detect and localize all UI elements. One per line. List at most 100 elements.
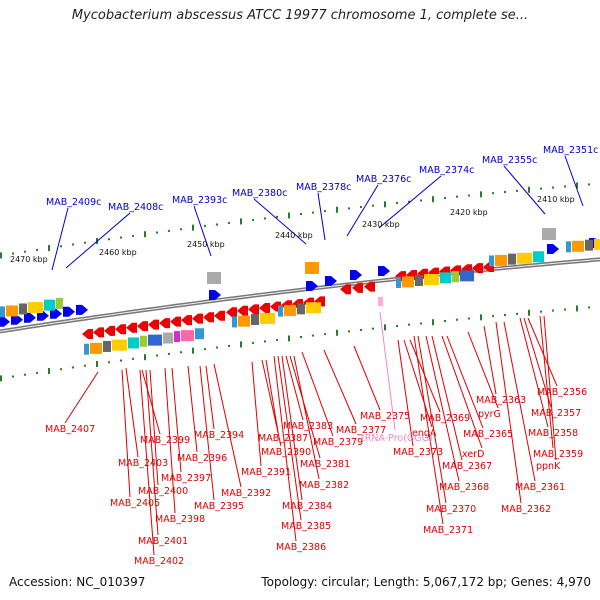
lower-label-connector	[523, 317, 552, 408]
backbone-line-inner	[0, 258, 600, 332]
cog-block	[517, 252, 532, 264]
lower-ruler-dot	[408, 323, 410, 326]
upper-ruler-dot	[216, 223, 218, 226]
upper-ruler-dot	[336, 206, 338, 213]
lower-ruler-dot	[264, 340, 266, 343]
upper-ruler-dot	[72, 243, 74, 246]
lower-gene-label: MAB_2400	[138, 486, 188, 497]
lower-ruler-dot	[60, 368, 62, 371]
lower-label-connector	[441, 335, 483, 449]
lower-label-connector	[205, 365, 215, 430]
upper-label-connector	[346, 184, 379, 237]
upper-ruler-dot	[0, 252, 2, 259]
upper-gene-label: MAB_2355c	[482, 155, 537, 166]
lower-ruler-dot	[204, 348, 206, 351]
lower-label-connector	[293, 355, 320, 480]
upper-label-connector	[51, 207, 69, 271]
lower-label-connector	[403, 339, 433, 428]
lower-gene-label: MAB_2385	[281, 521, 331, 532]
upper-ruler-dot	[324, 210, 326, 213]
cog-block	[195, 328, 204, 340]
lower-gene-label: MAB_2369	[420, 413, 470, 424]
lower-label-connector	[289, 355, 321, 459]
ruler-label: 2440 kbp	[275, 231, 313, 240]
lower-label-connector	[323, 349, 357, 425]
reverse-cds	[93, 327, 104, 338]
lower-label-connector	[431, 335, 463, 461]
upper-gene-label: MAB_2408c	[108, 202, 163, 213]
cog-block	[90, 342, 102, 354]
ruler-label: 2410 kbp	[537, 195, 575, 204]
summary-text: Topology: circular; Length: 5,067,172 bp…	[261, 575, 591, 589]
lower-gene-label: xerD	[462, 449, 484, 460]
reverse-cds	[406, 269, 417, 280]
cog-block	[163, 332, 173, 344]
reverse-cds	[226, 307, 237, 318]
upper-ruler-dot	[204, 225, 206, 228]
upper-ruler-dot	[456, 195, 458, 198]
lower-label-connector	[171, 367, 182, 473]
cog-block	[542, 228, 556, 240]
reverse-cds	[181, 315, 192, 326]
lower-gene-label: MAB_2371	[423, 525, 473, 536]
lower-ruler-dot	[444, 319, 446, 322]
cog-block	[103, 340, 111, 352]
upper-ruler-dot	[576, 182, 578, 189]
upper-ruler-dot	[192, 224, 194, 231]
upper-ruler-dot	[252, 218, 254, 221]
reverse-cds	[237, 305, 248, 316]
trna-gene-label: tRNA-Pro(GGG)	[361, 433, 433, 444]
lower-ruler-dot	[156, 354, 158, 357]
cog-block	[181, 330, 194, 342]
ruler-label: 2430 kbp	[362, 220, 400, 229]
lower-ruler-dot	[312, 334, 314, 337]
lower-label-connector	[413, 335, 444, 525]
lower-gene-label: MAB_2398	[155, 514, 205, 525]
reverse-cds	[159, 318, 170, 329]
lower-ruler-dot	[552, 309, 554, 312]
cog-block	[140, 335, 147, 347]
lower-label-connector	[251, 361, 262, 467]
upper-ruler-dot	[444, 196, 446, 199]
chromosome-backbone	[0, 257, 600, 334]
lower-label-connector	[164, 367, 176, 514]
cog-block	[251, 314, 259, 326]
lower-gene-label: engA	[412, 428, 437, 439]
lower-ruler-dot	[480, 314, 482, 321]
lower-gene-label: MAB_2395	[194, 501, 244, 512]
lower-gene-label: MAB_2405	[110, 498, 160, 509]
lower-ruler-dot	[300, 336, 302, 338]
lower-label-connector	[425, 335, 460, 482]
upper-gene-label: MAB_2393c	[172, 195, 227, 206]
reverse-cds	[126, 322, 137, 333]
reverse-cds	[340, 284, 351, 295]
cog-block	[415, 274, 423, 286]
lower-ruler-dot	[0, 375, 2, 382]
lower-label-connector	[503, 321, 536, 482]
cog-block	[452, 271, 459, 283]
upper-ruler-dot	[276, 215, 278, 218]
lower-label-connector	[495, 321, 522, 504]
lower-ruler-dot	[36, 371, 38, 374]
forward-cds	[0, 316, 10, 327]
lower-ruler-dot	[192, 347, 194, 354]
lower-label-connector	[281, 355, 303, 501]
lower-label-connector	[446, 335, 484, 429]
lower-gene-label: MAB_2397	[161, 473, 211, 484]
lower-gene-label: MAB_2362	[501, 504, 551, 515]
lower-label-connector	[301, 351, 334, 437]
upper-ruler-dot	[264, 217, 266, 220]
lower-gene-label: MAB_2383	[283, 421, 333, 432]
lower-label-connector	[64, 371, 99, 424]
lower-gene-label: MAB_2375	[360, 411, 410, 422]
lower-ruler-dot	[540, 310, 542, 313]
lower-label-connector	[121, 369, 131, 498]
lower-ruler-dot	[492, 315, 494, 318]
lower-gene-label: MAB_2403	[118, 458, 168, 469]
reverse-cds	[192, 313, 203, 324]
lower-ruler-dot	[420, 322, 422, 325]
lower-gene-label: MAB_2401	[138, 536, 188, 547]
reverse-cds	[314, 296, 325, 307]
upper-gene-label: MAB_2376c	[356, 174, 411, 185]
lower-label-connector	[417, 335, 447, 504]
